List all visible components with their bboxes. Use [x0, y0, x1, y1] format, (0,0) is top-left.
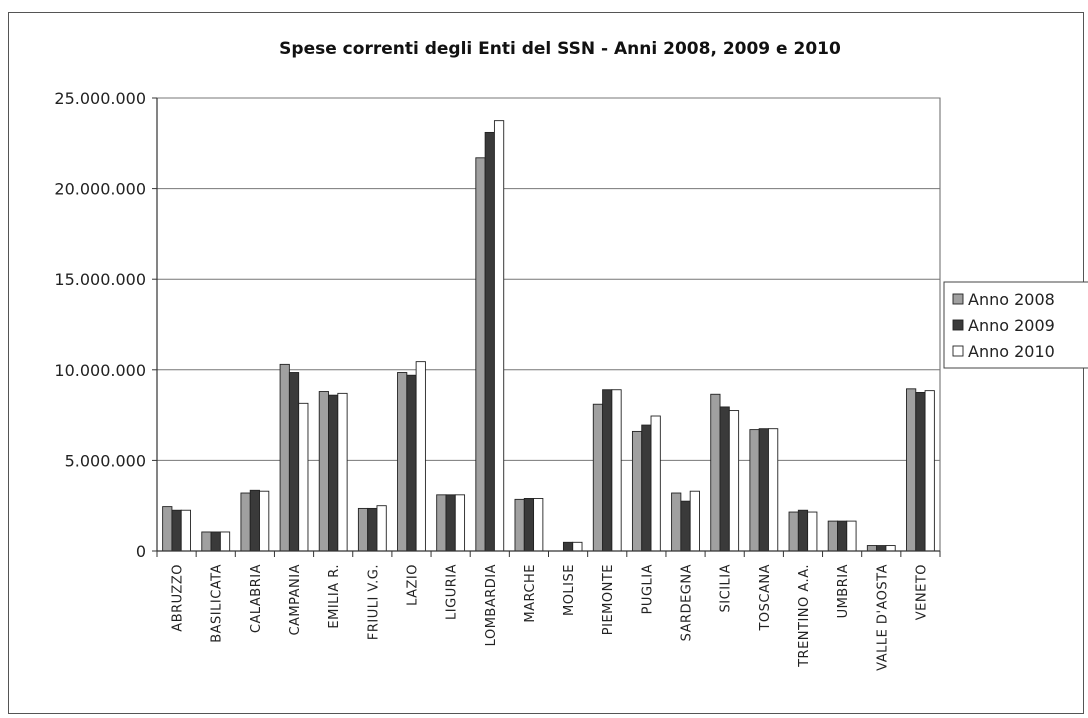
- bar: [240, 492, 251, 552]
- bar: [837, 520, 848, 552]
- bar: [797, 509, 809, 552]
- bar: [210, 531, 221, 552]
- x-tick-label: MOLISE: [562, 564, 577, 616]
- x-tick-label: CALABRIA: [249, 564, 264, 633]
- x-tick-label: PIEMONTE: [601, 564, 616, 635]
- x-tick-label: PUGLIA: [640, 564, 655, 614]
- bar: [415, 361, 426, 552]
- bar: [514, 498, 525, 552]
- legend-swatch: [952, 345, 964, 357]
- x-tick-label: ABRUZZO: [171, 564, 186, 632]
- legend-label: Anno 2009: [968, 316, 1055, 335]
- x-tick-label: UMBRIA: [836, 564, 851, 618]
- x-tick-label: FRIULI V.G.: [366, 564, 381, 640]
- bar: [219, 531, 231, 552]
- bar: [201, 531, 212, 552]
- legend-box: [943, 281, 1088, 369]
- bar: [768, 428, 779, 552]
- bar: [180, 509, 191, 552]
- bar: [436, 494, 447, 552]
- bar: [328, 394, 339, 552]
- bar: [827, 520, 838, 552]
- bar: [671, 492, 682, 552]
- x-tick-label: SARDEGNA: [680, 564, 695, 641]
- bar: [445, 494, 456, 552]
- y-tick-label: 5.000.000: [65, 451, 146, 470]
- bar: [592, 403, 604, 552]
- bar: [846, 520, 857, 552]
- bar: [406, 374, 417, 552]
- y-tick-label: 15.000.000: [54, 270, 146, 289]
- bar: [357, 507, 369, 552]
- y-axis: 0 5.000.000 10.000.000 15.000.000 20.000.000…: [54, 89, 158, 561]
- x-tick-label: MARCHE: [523, 564, 538, 623]
- bar: [876, 545, 887, 552]
- bar: [367, 507, 378, 552]
- bar: [915, 392, 926, 552]
- x-tick-label: TRENTINO A.A.: [797, 564, 812, 668]
- bar: [249, 489, 260, 552]
- bar: [523, 498, 535, 552]
- bar: [728, 410, 740, 552]
- bar: [758, 428, 769, 552]
- bar: [171, 509, 182, 552]
- bar: [631, 430, 643, 552]
- bar: [866, 545, 878, 552]
- legend: Anno 2008 Anno 2009 Anno 2010: [943, 281, 1088, 369]
- bar: [318, 391, 329, 552]
- plot-area: [156, 97, 941, 552]
- y-tick-label: 10.000.000: [54, 361, 146, 380]
- x-tick-label: TOSCANA: [758, 564, 773, 632]
- x-tick-label: LIGURIA: [445, 564, 460, 620]
- legend-swatch: [952, 319, 964, 331]
- bar: [298, 402, 309, 552]
- y-tick-label: 0: [136, 542, 146, 561]
- bar: [484, 131, 495, 552]
- bar: [602, 389, 613, 552]
- bar: [259, 490, 270, 552]
- x-tick-label: VALLE D'AOSTA: [875, 564, 890, 671]
- bar: [689, 490, 700, 552]
- y-tick-label: 20.000.000: [54, 180, 146, 199]
- x-tick-label: LOMBARDIA: [484, 564, 499, 646]
- bar: [788, 511, 799, 552]
- bar: [710, 393, 721, 552]
- legend-label: Anno 2010: [968, 342, 1055, 361]
- legend-swatch: [952, 293, 964, 305]
- bar: [337, 392, 348, 552]
- bar: [749, 429, 760, 552]
- bar: [288, 372, 300, 552]
- x-tick-label: CAMPANIA: [288, 564, 303, 636]
- y-tick-label: 25.000.000: [54, 89, 146, 108]
- bar: [885, 545, 896, 552]
- bar: [807, 511, 818, 552]
- x-tick-label: SICILIA: [719, 564, 734, 612]
- x-tick-label: LAZIO: [405, 564, 420, 606]
- x-tick-label: BASILICATA: [210, 564, 225, 643]
- bar: [562, 541, 574, 552]
- bar: [906, 388, 917, 552]
- x-tick-label: EMILIA R.: [327, 564, 342, 629]
- bar: [611, 389, 622, 552]
- bar: [279, 363, 290, 552]
- bar: [572, 541, 583, 552]
- chart-title: Spese correnti degli Enti del SSN - Anni…: [279, 39, 841, 59]
- legend-label: Anno 2008: [968, 290, 1055, 309]
- bar: [162, 506, 173, 552]
- bar: [493, 120, 505, 552]
- x-tick-label: VENETO: [914, 564, 929, 620]
- bars: [162, 120, 935, 552]
- bar: [680, 500, 691, 552]
- bar: [533, 498, 544, 552]
- bar: [454, 494, 466, 552]
- bar: [641, 424, 652, 552]
- bar: [475, 157, 486, 552]
- bar: [376, 505, 387, 552]
- bar: [719, 406, 730, 552]
- bar: [397, 372, 408, 552]
- x-axis: ABRUZZO BASILICATA CALABRIA CAMPANIA EMILIA …: [156, 550, 941, 671]
- bar: [650, 415, 661, 552]
- bar: [924, 390, 935, 552]
